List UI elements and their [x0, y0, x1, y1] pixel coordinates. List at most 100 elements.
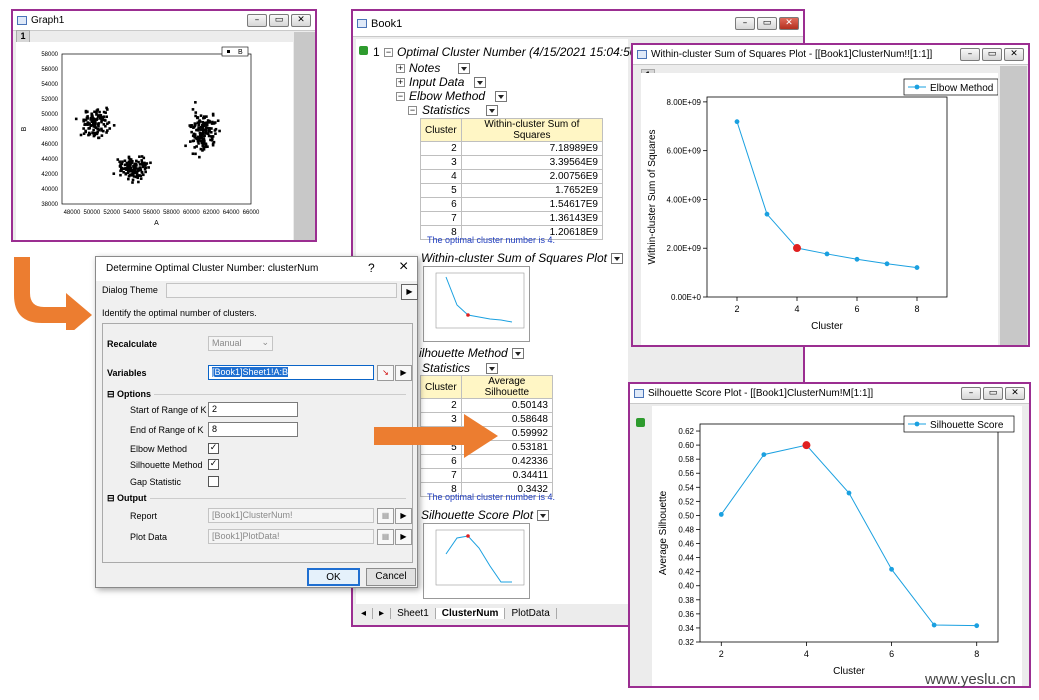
tab-plotdata[interactable]: PlotData: [505, 607, 557, 619]
book1-titlebar[interactable]: Book1 – ▭ ✕: [353, 11, 803, 37]
chevron-down-icon[interactable]: [495, 91, 508, 103]
gap-checkbox[interactable]: [208, 476, 219, 487]
silhouette-thumbnail[interactable]: [423, 523, 530, 599]
table-cell[interactable]: 2.00756E9: [460, 169, 604, 184]
maximize-button[interactable]: ▭: [757, 17, 777, 30]
close-button[interactable]: ✕: [1005, 387, 1025, 400]
table-cell[interactable]: 2: [420, 398, 462, 413]
vertical-scrollbar[interactable]: [1000, 66, 1027, 345]
collapse-icon[interactable]: ⊟: [107, 493, 118, 503]
options-group[interactable]: ⊟ Options: [107, 389, 152, 399]
end-k-input[interactable]: 8: [208, 422, 298, 437]
plot-data-browse-icon[interactable]: ▦: [377, 529, 394, 545]
output-group[interactable]: ⊟ Output: [107, 493, 147, 503]
table-cell[interactable]: 2: [420, 141, 462, 156]
table-cell[interactable]: 1.54617E9: [460, 197, 604, 212]
close-button[interactable]: ✕: [291, 14, 311, 27]
minimize-button[interactable]: –: [961, 387, 981, 400]
wcss-thumbnail[interactable]: [423, 266, 530, 342]
collapse-toggle[interactable]: −: [396, 91, 405, 101]
elbow-node[interactable]: Elbow Method: [409, 89, 508, 103]
vertical-scrollbar[interactable]: [294, 32, 315, 240]
scatter-point: [201, 144, 205, 147]
close-button[interactable]: ✕: [779, 17, 799, 30]
minimize-button[interactable]: –: [960, 48, 980, 61]
minimize-button[interactable]: –: [247, 14, 267, 27]
collapse-icon[interactable]: ⊟: [107, 389, 118, 399]
wcss-plot-node[interactable]: Within-cluster Sum of Squares Plot: [421, 251, 623, 265]
sil-plot-node[interactable]: Silhouette Score Plot: [421, 508, 550, 522]
scatter-point: [140, 159, 144, 162]
maximize-button[interactable]: ▭: [983, 387, 1003, 400]
tab-clusternum[interactable]: ClusterNum: [435, 607, 506, 619]
report-input[interactable]: [Book1]ClusterNum!: [208, 508, 374, 523]
theme-menu-button[interactable]: ▶: [401, 284, 418, 300]
expand-toggle[interactable]: +: [396, 77, 405, 87]
scatter-point: [134, 166, 137, 169]
scroll-left-icon[interactable]: ◂: [355, 607, 374, 619]
table-cell[interactable]: 3.39564E9: [460, 155, 604, 170]
plot-data-menu-button[interactable]: ▶: [395, 529, 412, 545]
input-data-node[interactable]: Input Data: [409, 75, 487, 89]
silhouette-node[interactable]: ilhouette Method: [419, 346, 524, 360]
expand-toggle[interactable]: +: [396, 63, 405, 73]
maximize-button[interactable]: ▭: [269, 14, 289, 27]
sil-statistics-node[interactable]: Statistics: [422, 361, 499, 375]
cluster-dialog[interactable]: Determine Optimal Cluster Number: cluste…: [95, 256, 418, 588]
chevron-down-icon[interactable]: [486, 363, 499, 375]
table-cell[interactable]: 0.34411: [460, 468, 554, 483]
table-cell[interactable]: 4: [420, 169, 462, 184]
chevron-down-icon[interactable]: [511, 348, 524, 360]
table-cell[interactable]: 5: [420, 183, 462, 198]
notes-node[interactable]: Notes: [409, 61, 471, 75]
collapse-toggle[interactable]: −: [384, 47, 393, 57]
elbow-plot-window[interactable]: Within-cluster Sum of Squares Plot - [[B…: [631, 43, 1030, 347]
elbow-checkbox[interactable]: ✓: [208, 443, 219, 454]
silhouette-titlebar[interactable]: Silhouette Score Plot - [[Book1]ClusterN…: [630, 384, 1029, 404]
help-button[interactable]: ?: [368, 261, 375, 275]
dialog-theme-select[interactable]: [166, 283, 397, 298]
close-button[interactable]: ✕: [1004, 48, 1024, 61]
statistics-node[interactable]: Statistics: [422, 103, 499, 117]
cancel-button[interactable]: Cancel: [366, 568, 416, 586]
table-cell[interactable]: 7: [420, 211, 462, 226]
table-cell[interactable]: 0.50143: [460, 398, 554, 413]
chevron-down-icon[interactable]: [474, 77, 487, 89]
table-cell[interactable]: 3: [420, 155, 462, 170]
silhouette-checkbox[interactable]: ✓: [208, 459, 219, 470]
plot-data-input[interactable]: [Book1]PlotData!: [208, 529, 374, 544]
y-tick-label: 0.48: [678, 525, 694, 534]
variables-input[interactable]: [Book1]Sheet1!A:B: [208, 365, 374, 380]
graph1-titlebar[interactable]: Graph1 – ▭ ✕: [13, 11, 315, 31]
graph1-window[interactable]: Graph1 – ▭ ✕ 1 48000 50000 52000 54000 56000 58…: [11, 9, 317, 242]
ok-button[interactable]: OK: [307, 568, 360, 586]
tab-sheet1[interactable]: Sheet1: [391, 607, 436, 619]
chevron-down-icon[interactable]: [537, 510, 550, 522]
table-cell[interactable]: 1.36143E9: [460, 211, 604, 226]
chevron-down-icon[interactable]: [458, 63, 471, 75]
variables-menu-button[interactable]: ▶: [395, 365, 412, 381]
chevron-down-icon[interactable]: [486, 105, 499, 117]
scatter-point: [204, 145, 208, 149]
table-cell[interactable]: 1.7652E9: [460, 183, 604, 198]
elbow-titlebar[interactable]: Within-cluster Sum of Squares Plot - [[B…: [633, 45, 1028, 65]
silhouette-plot-window[interactable]: Silhouette Score Plot - [[Book1]ClusterN…: [628, 382, 1031, 688]
close-button[interactable]: ×: [399, 258, 409, 275]
select-range-icon[interactable]: ↘: [377, 365, 394, 381]
dialog-titlebar[interactable]: Determine Optimal Cluster Number: cluste…: [96, 257, 417, 281]
table-cell[interactable]: 6: [420, 197, 462, 212]
start-k-input[interactable]: 2: [208, 402, 298, 417]
table-cell[interactable]: 7.18989E9: [460, 141, 604, 156]
minimize-button[interactable]: –: [735, 17, 755, 30]
maximize-button[interactable]: ▭: [982, 48, 1002, 61]
table-cell[interactable]: 7: [420, 468, 462, 483]
report-menu-button[interactable]: ▶: [395, 508, 412, 524]
table-cell[interactable]: 8: [420, 225, 462, 240]
collapse-toggle[interactable]: −: [408, 105, 417, 115]
recalculate-select[interactable]: Manual ⌄: [208, 336, 273, 351]
table-cell[interactable]: 1.20618E9: [460, 225, 604, 240]
scroll-right-icon[interactable]: ▸: [373, 607, 392, 619]
chevron-down-icon[interactable]: [610, 253, 623, 265]
table-cell[interactable]: 0.3432: [460, 482, 554, 497]
report-browse-icon[interactable]: ▦: [377, 508, 394, 524]
